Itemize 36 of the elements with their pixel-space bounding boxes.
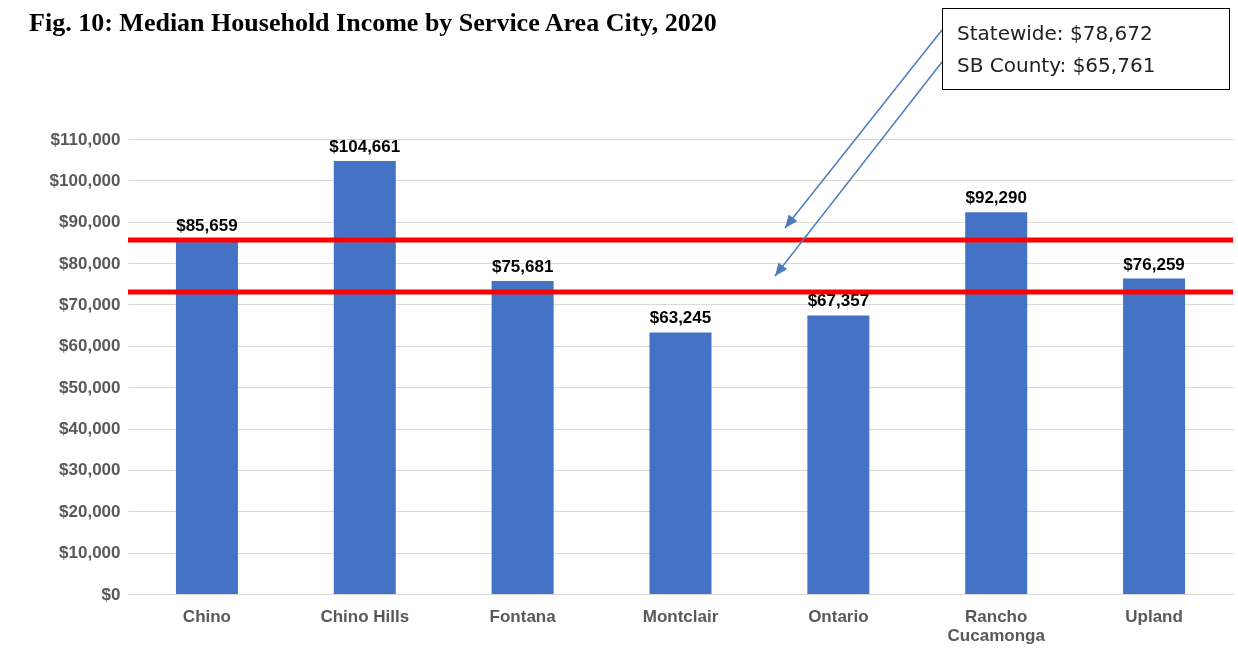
- x-tick-label: Chino: [182, 606, 232, 626]
- x-tick-label: Upland: [1125, 606, 1183, 626]
- y-tick-label: $0: [101, 584, 121, 604]
- x-tick-label: Chino Hills: [320, 606, 410, 626]
- y-tick-label: $50,000: [59, 377, 121, 397]
- data-label: $92,290: [965, 188, 1027, 208]
- x-tick-label: Montclair: [642, 606, 719, 626]
- y-tick-label: $90,000: [59, 212, 121, 232]
- y-tick-label: $70,000: [59, 294, 121, 314]
- data-label: $75,681: [491, 256, 554, 276]
- x-tick-label: Rancho Cucamonga: [947, 606, 1046, 645]
- y-tick-label: $30,000: [59, 460, 121, 480]
- x-tick-label: Ontario: [808, 606, 869, 626]
- text: Statewide: $78,672: [957, 20, 1154, 47]
- data-label: $63,245: [649, 308, 712, 328]
- text: SB County: $65,761: [957, 52, 1157, 79]
- bar: [175, 239, 238, 594]
- y-tick-label: $80,000: [59, 253, 121, 273]
- y-tick-label: $60,000: [59, 336, 121, 356]
- y-tick-label: $100,000: [49, 170, 121, 190]
- y-tick-label: $20,000: [59, 501, 121, 521]
- data-label: $85,659: [176, 215, 238, 235]
- data-label: $104,661: [329, 137, 401, 157]
- bar: [333, 161, 396, 594]
- chart-title: Fig. 10: Median Household Income by Service Area City, 2020: [29, 8, 717, 37]
- bar: [965, 212, 1028, 594]
- data-label: $67,357: [807, 291, 870, 311]
- x-tick-label: Fontana: [489, 606, 557, 626]
- y-tick-label: $110,000: [50, 129, 121, 149]
- y-tick-label: $40,000: [59, 419, 121, 439]
- bar: [649, 332, 712, 594]
- bar: [807, 315, 870, 594]
- data-label: $76,259: [1123, 254, 1185, 274]
- bar: [491, 280, 554, 594]
- bar: [1123, 278, 1186, 594]
- y-tick-label: $10,000: [59, 543, 121, 563]
